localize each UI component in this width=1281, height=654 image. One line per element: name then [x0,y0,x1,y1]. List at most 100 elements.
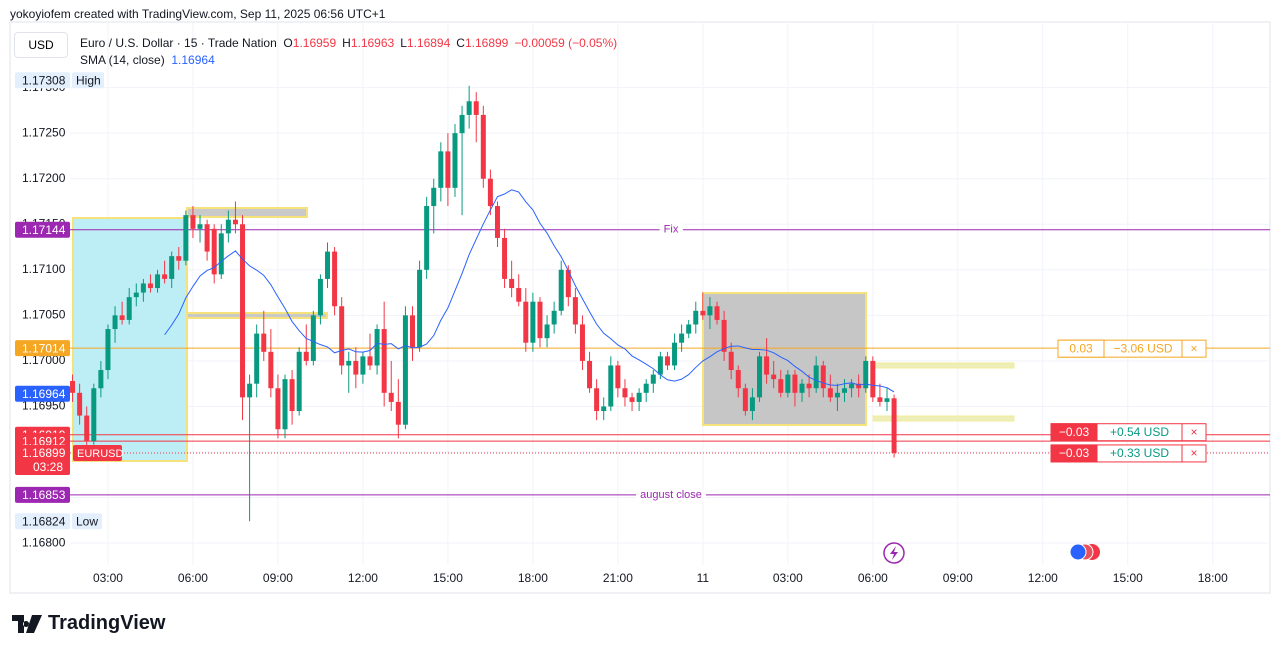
x-tick-label: 06:00 [858,571,888,585]
level-label-bg [636,488,706,501]
candle-body [544,324,550,339]
candle-body [778,379,784,393]
lightning-icon [890,546,898,560]
y-tick-label: 1.17250 [22,125,66,139]
low-label-bg [72,513,102,530]
currency-button[interactable]: USD [14,32,68,58]
x-tick-label: 18:00 [518,571,548,585]
candle-body [225,219,231,234]
candle-body [353,360,359,375]
candle-body [424,206,430,270]
candle-body [572,297,578,325]
candle-body [827,388,833,398]
candle-body [232,219,238,225]
candle-body [289,379,295,412]
x-tick-label: 12:00 [1028,571,1058,585]
candle-body [693,310,699,325]
position-pnl: +0.54 USD [1110,425,1169,439]
position-qty: −0.03 [1059,446,1090,460]
candle-body [891,398,897,453]
candle-body [594,388,600,412]
candle-body [565,269,571,298]
countdown: 03:28 [33,460,63,474]
position-pnl: −3.06 USD [1113,341,1172,355]
candle-body [530,301,536,343]
candle-body [849,383,855,389]
candle-body [466,101,472,115]
x-tick-label: 03:00 [93,571,123,585]
ohlc-label: C [456,36,465,50]
candle-body [261,333,267,352]
candle-body [735,370,741,389]
legend: Euro / U.S. Dollar · 15 · Trade Nation O… [80,35,617,69]
candle-body [636,392,642,402]
logo [12,614,42,633]
candle-body [70,380,76,393]
candle-body [672,342,678,366]
candle-body [204,224,210,252]
flag-icon[interactable] [1069,543,1087,561]
close-button[interactable]: × [1190,341,1197,355]
y-tick-label: 1.17100 [22,262,66,276]
candle-body [240,224,246,398]
candle-body [445,151,451,188]
candle-body [119,315,125,320]
candle-body [431,187,437,207]
ohlc-value: 1.16899 [464,36,509,50]
candle-body [126,297,132,320]
candle-body [480,114,486,179]
candle-body [247,383,253,398]
candle-body [509,278,515,289]
candle-body [77,392,83,416]
candle-body [856,383,862,389]
candle-body [162,274,168,279]
ohlc-label: O [283,36,293,50]
candle-body [749,397,755,412]
ohlc-value: 1.16963 [350,36,395,50]
x-tick-label: 18:00 [1198,571,1228,585]
y-tick-label: 1.17050 [22,308,66,322]
candle-body [884,398,890,402]
candle-body [374,329,380,366]
candle-body [707,306,713,316]
candle-body [523,301,529,343]
low-label: Low [76,514,98,528]
close-button[interactable]: × [1190,425,1197,439]
candle-body [395,401,401,425]
candle-body [112,315,118,330]
close-button[interactable]: × [1190,446,1197,460]
symbol: Euro / U.S. Dollar · 15 · Trade Nation [80,36,277,50]
candle-body [218,233,224,275]
candle-body [381,329,387,393]
indicator-value: 1.16964 [171,53,215,67]
x-tick-label: 09:00 [943,571,973,585]
candle-body [714,306,720,320]
drawing-rectangle [186,312,328,319]
x-tick-label: 11 [697,571,710,585]
price-tag-label: 1.17014 [22,341,66,355]
candle-body [629,397,635,402]
candle-body [622,388,628,398]
x-tick-label: 21:00 [603,571,633,585]
candle-body [438,151,444,188]
candle-body [360,356,366,375]
candle-body [650,374,656,384]
candle-body [863,360,869,389]
candle-body [91,388,97,442]
candle-body [339,306,345,366]
ohlc-label: H [342,36,351,50]
x-tick-label: 03:00 [773,571,803,585]
price-tag [15,340,70,357]
y-tick-label: 1.17200 [22,171,66,185]
candle-body [813,365,819,389]
drawing-rectangle [872,362,1015,369]
candle-body [686,324,692,334]
candle-body [155,274,161,289]
position-qty: −0.03 [1059,425,1090,439]
candle-body [664,356,670,366]
candle-body [502,237,508,279]
candle-body [346,360,352,366]
candle-body [771,374,777,380]
y-tick-label: 1.16950 [22,399,66,413]
price-tag [15,486,70,503]
